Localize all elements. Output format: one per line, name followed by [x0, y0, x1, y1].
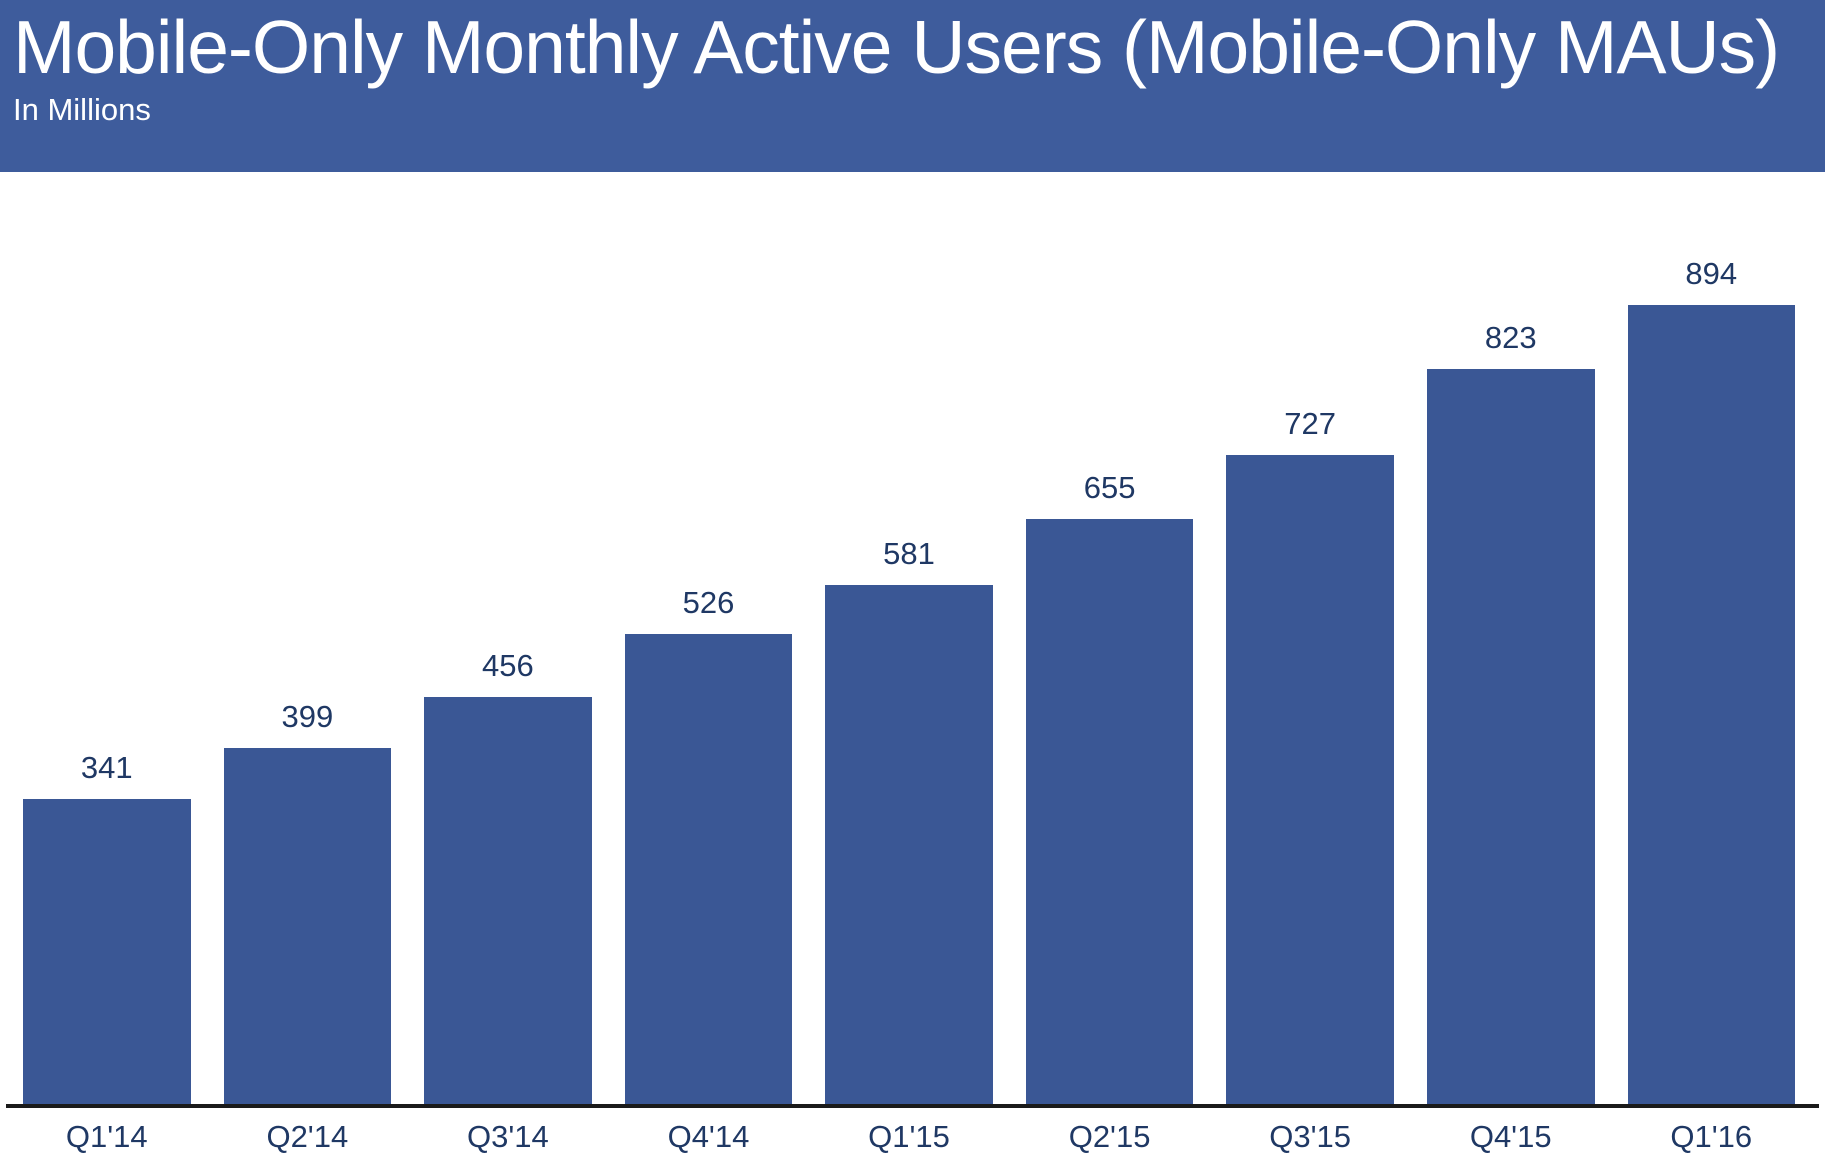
bar-chart-plot-area: 341 399 456 526 581 655 727 823 894	[23, 184, 1796, 1104]
bar-value-label: 341	[80, 749, 133, 785]
bar-value-label: 581	[883, 535, 935, 571]
bar	[624, 634, 793, 1104]
x-axis-tick-label: Q4'14	[667, 1119, 750, 1154]
bar-value-label: 823	[1484, 319, 1537, 355]
bar-slot: 823	[1426, 184, 1595, 1104]
bar-value-label: 456	[482, 647, 534, 683]
chart-subtitle: In Millions	[13, 92, 151, 127]
x-axis-tick-label: Q1'14	[65, 1119, 148, 1154]
x-axis-tick-labels: Q1'14 Q2'14 Q3'14 Q4'14 Q1'15 Q2'15 Q3'15 Q4'15…	[23, 1108, 1795, 1166]
x-axis-tick-label: Q1'15	[868, 1119, 950, 1154]
bar-slot: 341	[23, 184, 191, 1104]
x-axis-tick-label: Q2'14	[266, 1119, 349, 1154]
bar-value-label: 894	[1685, 255, 1738, 291]
bar-value-label: 727	[1284, 405, 1337, 441]
bar	[1025, 519, 1194, 1104]
bar	[23, 799, 191, 1104]
bar	[1627, 305, 1796, 1104]
bar	[424, 697, 592, 1104]
bar-value-label: 526	[682, 584, 735, 620]
chart-title: Mobile-Only Monthly Active Users (Mobile…	[13, 5, 1780, 89]
x-axis-tick-label: Q4'15	[1469, 1119, 1552, 1154]
bar	[1226, 455, 1394, 1104]
x-axis-tick-label: Q3'14	[467, 1119, 549, 1154]
bar-slot: 399	[223, 184, 392, 1104]
bar	[825, 585, 993, 1104]
bar-slot: 727	[1226, 184, 1394, 1104]
bar-slot: 581	[825, 184, 993, 1104]
bar-slot: 456	[424, 184, 592, 1104]
bar-slot: 526	[624, 184, 793, 1104]
x-axis-tick-label: Q2'15	[1068, 1119, 1151, 1154]
bar	[1426, 369, 1595, 1104]
x-axis-tick-label: Q1'16	[1670, 1119, 1753, 1154]
bar-value-label: 655	[1083, 469, 1136, 505]
bar-slot: 655	[1025, 184, 1194, 1104]
chart-header: Mobile-Only Monthly Active Users (Mobile…	[0, 0, 1825, 172]
bar-slot: 894	[1627, 184, 1796, 1104]
x-axis-tick-label: Q3'15	[1269, 1119, 1352, 1154]
bar-value-label: 399	[281, 698, 334, 734]
x-axis-line	[6, 1104, 1819, 1108]
bar	[223, 748, 392, 1104]
